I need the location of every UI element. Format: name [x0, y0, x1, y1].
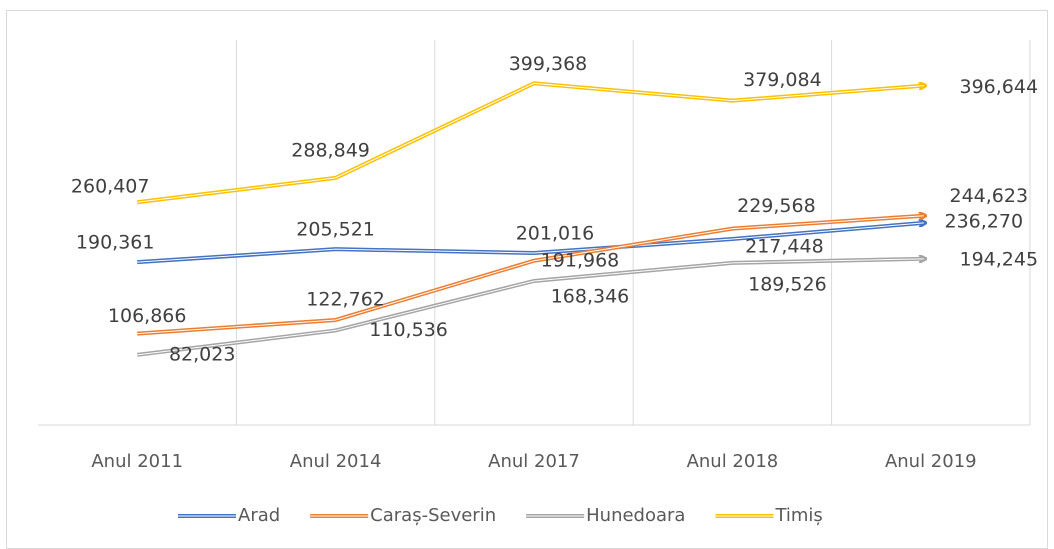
line-inner	[137, 222, 924, 263]
legend-label: Hunedoara	[586, 505, 685, 526]
data-label: 194,245	[960, 248, 1039, 270]
data-label: 396,644	[960, 76, 1039, 98]
data-label: 379,084	[743, 69, 822, 91]
x-tick-label: Anul 2014	[290, 451, 382, 472]
data-label: 236,270	[945, 210, 1024, 232]
legend-label: Timiș	[774, 505, 822, 526]
line	[136, 81, 924, 205]
data-label: 229,568	[737, 195, 816, 217]
data-label: 288,849	[291, 139, 370, 161]
legend-label: Arad	[238, 505, 280, 526]
line-inner	[137, 258, 924, 356]
data-label: 122,762	[306, 288, 385, 310]
data-label: 205,521	[296, 219, 375, 241]
data-label: 191,968	[541, 249, 620, 271]
data-label: 110,536	[369, 319, 448, 341]
data-label: 260,407	[71, 176, 150, 198]
x-tick-label: Anul 2019	[885, 451, 977, 472]
data-label: 82,023	[169, 343, 235, 365]
x-tick-label: Anul 2018	[687, 451, 779, 472]
x-tick-label: Anul 2017	[488, 451, 580, 472]
data-label: 399,368	[509, 53, 588, 75]
line-inner	[137, 82, 924, 203]
data-label: 244,623	[950, 185, 1029, 207]
data-label: 106,866	[108, 305, 187, 327]
data-label: 168,346	[551, 285, 630, 307]
data-label: 217,448	[745, 235, 824, 257]
legend-label: Caraș-Severin	[370, 505, 496, 526]
data-label: 189,526	[748, 273, 827, 295]
data-label: 201,016	[516, 223, 595, 245]
data-label: 190,361	[76, 232, 155, 254]
line-inner	[137, 215, 924, 335]
x-tick-label: Anul 2011	[91, 451, 183, 472]
